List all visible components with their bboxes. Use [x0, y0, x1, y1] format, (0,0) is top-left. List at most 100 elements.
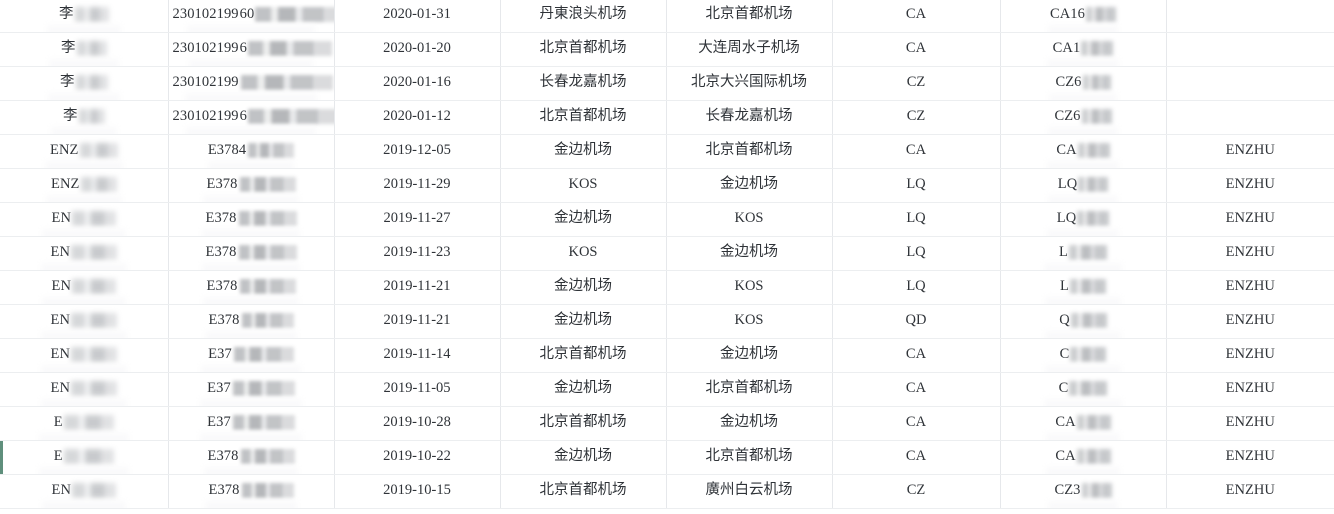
- cell-name[interactable]: EN: [0, 304, 169, 339]
- cell-operator[interactable]: [1166, 100, 1334, 135]
- cell-departure-airport[interactable]: 金边机场: [500, 134, 667, 169]
- cell-id-number[interactable]: 230102199: [168, 66, 335, 101]
- cell-flight-number[interactable]: L: [1000, 236, 1167, 271]
- table-row[interactable]: EN E378 2019-11-21 金边机场 KOS QD Q ENZHU: [0, 304, 1334, 339]
- cell-arrival-airport[interactable]: 北京首都机场: [666, 134, 833, 169]
- cell-airline-code[interactable]: LQ: [832, 168, 1001, 203]
- cell-date[interactable]: 2019-11-14: [334, 338, 501, 373]
- table-row[interactable]: EN E378 2019-11-27 金边机场 KOS LQ LQ ENZHU: [0, 202, 1334, 237]
- cell-date[interactable]: 2020-01-12: [334, 100, 501, 135]
- cell-id-number[interactable]: E378: [168, 304, 335, 339]
- cell-airline-code[interactable]: CA: [832, 32, 1001, 67]
- cell-arrival-airport[interactable]: KOS: [666, 304, 833, 339]
- cell-departure-airport[interactable]: 北京首都机场: [500, 406, 667, 441]
- cell-arrival-airport[interactable]: 大连周水子机场: [666, 32, 833, 67]
- cell-id-number[interactable]: E37: [168, 338, 335, 373]
- cell-departure-airport[interactable]: KOS: [500, 168, 667, 203]
- cell-departure-airport[interactable]: 北京首都机场: [500, 32, 667, 67]
- cell-arrival-airport[interactable]: 廣州白云机场: [666, 474, 833, 509]
- cell-arrival-airport[interactable]: 长春龙嘉机场: [666, 100, 833, 135]
- cell-operator[interactable]: [1166, 66, 1334, 101]
- cell-name[interactable]: EN: [0, 236, 169, 271]
- cell-name[interactable]: 李: [0, 32, 169, 67]
- cell-operator[interactable]: [1166, 32, 1334, 67]
- cell-arrival-airport[interactable]: 金边机场: [666, 236, 833, 271]
- cell-departure-airport[interactable]: 北京首都机场: [500, 100, 667, 135]
- cell-id-number[interactable]: 230102199 6: [168, 100, 335, 135]
- cell-id-number[interactable]: E378: [168, 474, 335, 509]
- table-row[interactable]: EN E378 2019-11-23 KOS 金边机场 LQ L ENZHU: [0, 236, 1334, 271]
- cell-departure-airport[interactable]: 金边机场: [500, 304, 667, 339]
- table-row[interactable]: 李 230102199 60 2020-01-31 丹東浪头机场 北京首都机场 CA CA16: [0, 0, 1334, 33]
- cell-flight-number[interactable]: CZ6: [1000, 66, 1167, 101]
- cell-flight-number[interactable]: CA: [1000, 440, 1167, 475]
- cell-name[interactable]: 李: [0, 0, 169, 33]
- table-row[interactable]: 李 230102199 6 2020-01-20 北京首都机场 大连周水子机场 CA CA1: [0, 32, 1334, 67]
- table-row[interactable]: ENZ E3784 2019-12-05 金边机场 北京首都机场 CA CA ENZHU: [0, 134, 1334, 169]
- cell-operator[interactable]: ENZHU: [1166, 474, 1334, 509]
- cell-departure-airport[interactable]: 金边机场: [500, 440, 667, 475]
- cell-airline-code[interactable]: CA: [832, 134, 1001, 169]
- cell-operator[interactable]: ENZHU: [1166, 236, 1334, 271]
- cell-name[interactable]: EN: [0, 474, 169, 509]
- cell-id-number[interactable]: 230102199 6: [168, 32, 335, 67]
- cell-departure-airport[interactable]: 金边机场: [500, 270, 667, 305]
- cell-operator[interactable]: ENZHU: [1166, 202, 1334, 237]
- cell-date[interactable]: 2019-10-28: [334, 406, 501, 441]
- cell-id-number[interactable]: E378: [168, 270, 335, 305]
- cell-airline-code[interactable]: LQ: [832, 236, 1001, 271]
- cell-name[interactable]: E: [0, 440, 169, 475]
- cell-name[interactable]: EN: [0, 338, 169, 373]
- cell-operator[interactable]: [1166, 0, 1334, 33]
- cell-flight-number[interactable]: CZ6: [1000, 100, 1167, 135]
- cell-date[interactable]: 2020-01-16: [334, 66, 501, 101]
- cell-operator[interactable]: ENZHU: [1166, 134, 1334, 169]
- cell-flight-number[interactable]: CA1: [1000, 32, 1167, 67]
- cell-arrival-airport[interactable]: 北京首都机场: [666, 0, 833, 33]
- cell-date[interactable]: 2020-01-31: [334, 0, 501, 33]
- cell-name[interactable]: EN: [0, 202, 169, 237]
- cell-name[interactable]: E: [0, 406, 169, 441]
- cell-id-number[interactable]: E37: [168, 406, 335, 441]
- cell-arrival-airport[interactable]: 北京首都机场: [666, 440, 833, 475]
- cell-flight-number[interactable]: L: [1000, 270, 1167, 305]
- cell-departure-airport[interactable]: 丹東浪头机场: [500, 0, 667, 33]
- cell-airline-code[interactable]: LQ: [832, 270, 1001, 305]
- cell-date[interactable]: 2019-11-29: [334, 168, 501, 203]
- cell-date[interactable]: 2019-11-27: [334, 202, 501, 237]
- cell-arrival-airport[interactable]: 金边机场: [666, 406, 833, 441]
- cell-flight-number[interactable]: CZ3: [1000, 474, 1167, 509]
- cell-departure-airport[interactable]: 金边机场: [500, 202, 667, 237]
- table-row[interactable]: E E37 2019-10-28 北京首都机场 金边机场 CA CA ENZHU: [0, 406, 1334, 441]
- cell-airline-code[interactable]: CZ: [832, 100, 1001, 135]
- cell-airline-code[interactable]: CZ: [832, 66, 1001, 101]
- cell-departure-airport[interactable]: 金边机场: [500, 372, 667, 407]
- cell-flight-number[interactable]: LQ: [1000, 168, 1167, 203]
- cell-departure-airport[interactable]: 北京首都机场: [500, 474, 667, 509]
- cell-operator[interactable]: ENZHU: [1166, 338, 1334, 373]
- cell-departure-airport[interactable]: 北京首都机场: [500, 338, 667, 373]
- cell-date[interactable]: 2020-01-20: [334, 32, 501, 67]
- cell-id-number[interactable]: E378: [168, 440, 335, 475]
- cell-arrival-airport[interactable]: 北京首都机场: [666, 372, 833, 407]
- table-row[interactable]: EN E378 2019-11-21 金边机场 KOS LQ L ENZHU: [0, 270, 1334, 305]
- table-row[interactable]: EN E37 2019-11-05 金边机场 北京首都机场 CA C ENZHU: [0, 372, 1334, 407]
- cell-date[interactable]: 2019-11-21: [334, 304, 501, 339]
- cell-id-number[interactable]: E3784: [168, 134, 335, 169]
- cell-operator[interactable]: ENZHU: [1166, 270, 1334, 305]
- cell-airline-code[interactable]: QD: [832, 304, 1001, 339]
- cell-airline-code[interactable]: CZ: [832, 474, 1001, 509]
- cell-name[interactable]: 李: [0, 66, 169, 101]
- cell-airline-code[interactable]: CA: [832, 0, 1001, 33]
- cell-flight-number[interactable]: C: [1000, 372, 1167, 407]
- cell-id-number[interactable]: E378: [168, 168, 335, 203]
- table-row[interactable]: EN E37 2019-11-14 北京首都机场 金边机场 CA C ENZHU: [0, 338, 1334, 373]
- cell-date[interactable]: 2019-10-15: [334, 474, 501, 509]
- cell-operator[interactable]: ENZHU: [1166, 168, 1334, 203]
- table-row[interactable]: 李 230102199 2020-01-16 长春龙嘉机场 北京大兴国际机场 CZ CZ6: [0, 66, 1334, 101]
- cell-arrival-airport[interactable]: 金边机场: [666, 338, 833, 373]
- cell-date[interactable]: 2019-10-22: [334, 440, 501, 475]
- cell-operator[interactable]: ENZHU: [1166, 304, 1334, 339]
- table-row[interactable]: 李 230102199 6 2020-01-12 北京首都机场 长春龙嘉机场 CZ CZ6: [0, 100, 1334, 135]
